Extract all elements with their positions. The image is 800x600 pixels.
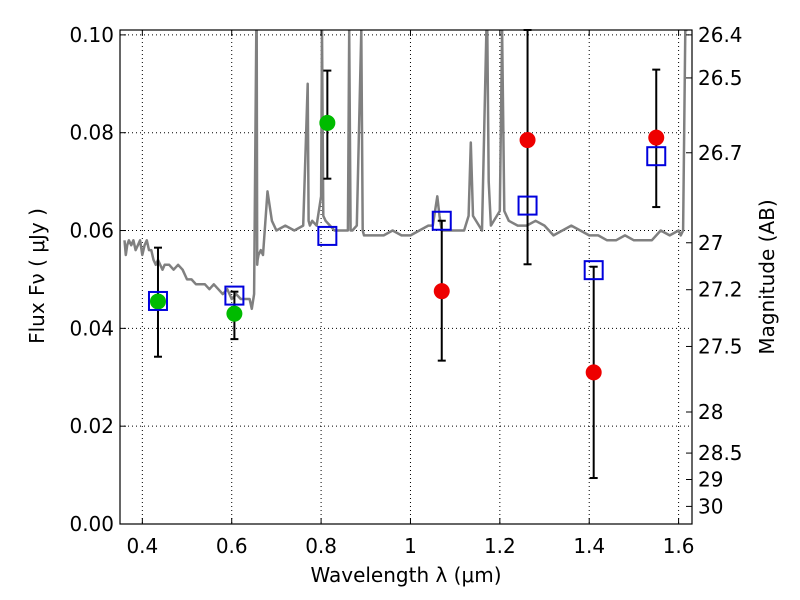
mag-tick-label: 26.5	[698, 66, 743, 90]
mag-tick-label: 27	[698, 231, 723, 255]
mag-tick-label: 27.5	[698, 334, 743, 358]
model-square	[431, 210, 452, 231]
data-point	[648, 129, 665, 146]
x-tick-label: 1.2	[484, 534, 516, 558]
data-point	[149, 293, 166, 310]
y-tick-label: 0.04	[69, 316, 114, 340]
model-square	[147, 290, 168, 311]
mag-tick-label: 27.2	[698, 278, 743, 302]
x-tick-label: 1.6	[663, 534, 695, 558]
model-square	[517, 195, 538, 216]
model-square	[317, 225, 338, 246]
model-spectrum	[123, 30, 688, 311]
grid-lines	[120, 30, 692, 525]
x-tick-label: 1	[404, 534, 417, 558]
plot-frame	[119, 29, 693, 525]
data-point	[585, 364, 602, 381]
mag-tick-label: 26.4	[698, 23, 743, 47]
data-point	[319, 114, 336, 131]
model-square	[646, 146, 667, 167]
y-tick-label: 0.06	[69, 219, 114, 243]
x-tick-label: 0.6	[216, 534, 248, 558]
data-points	[149, 114, 665, 381]
mag-tick-label: 28	[698, 400, 723, 424]
mag-tick-label: 26.7	[698, 141, 743, 165]
mag-tick-label: 30	[698, 494, 723, 518]
y-tick-label: 0.00	[69, 512, 114, 536]
error-bars	[153, 29, 661, 480]
mag-tick-label: 29	[698, 467, 723, 491]
axes-box	[119, 29, 693, 525]
x-tick-label: 1.4	[573, 534, 605, 558]
data-point	[433, 283, 450, 300]
model-photometry-squares	[147, 146, 667, 311]
x-axis-label: Wavelength λ (μm)	[310, 563, 501, 587]
y-tick-label: 0.10	[69, 23, 114, 47]
y-tick-label: 0.02	[69, 414, 114, 438]
model-square	[224, 285, 245, 306]
spectrum-line	[123, 30, 688, 311]
y-axis-label: Flux Fν ( μJy )	[25, 208, 49, 344]
axis-ticks: 0.4 0.6 0.8 1 1.2 1.4 1.6 0.00 0.02 0.04 0.06 0.08 0…	[69, 23, 742, 558]
data-point	[226, 305, 243, 322]
mag-tick-label: 28.5	[698, 441, 743, 465]
data-point	[519, 132, 536, 149]
x-tick-label: 0.4	[126, 534, 158, 558]
right-axis-label: Magnitude (AB)	[755, 199, 779, 354]
x-tick-label: 0.8	[305, 534, 337, 558]
model-square	[583, 260, 604, 281]
y-tick-label: 0.08	[69, 121, 114, 145]
